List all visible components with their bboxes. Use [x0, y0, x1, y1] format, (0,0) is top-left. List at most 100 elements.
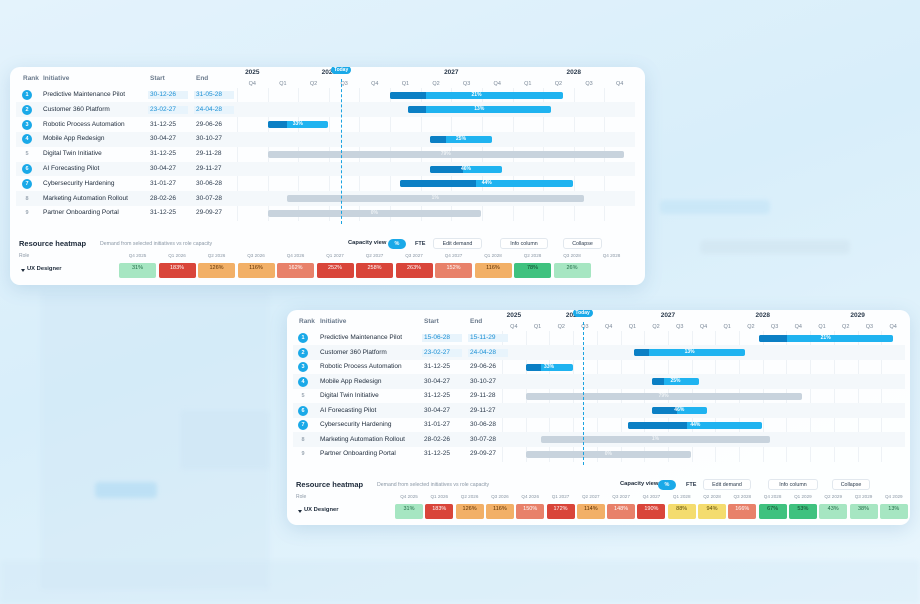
heatmap-cell[interactable]: 183% — [158, 263, 196, 278]
gantt-bar[interactable]: 1% — [540, 436, 771, 443]
quarter-label: Q1 — [818, 324, 826, 330]
start-date[interactable]: 23-02-27 — [422, 348, 462, 357]
rank-badge: 8 — [25, 195, 29, 202]
cell-value: 116% — [249, 265, 263, 271]
heatmap-cell[interactable]: 13% — [879, 504, 908, 519]
rank-badge: 8 — [301, 436, 305, 443]
heatmap-cell[interactable]: 166% — [728, 504, 757, 519]
gantt-bar[interactable]: 46% — [430, 165, 502, 173]
heatmap-cell[interactable]: 116% — [485, 504, 514, 519]
initiative-name: Digital Twin Initiative — [43, 150, 102, 158]
heatmap-cell[interactable]: 126% — [455, 504, 484, 519]
backdrop — [700, 240, 850, 254]
heatmap-cell[interactable]: 150% — [516, 504, 545, 519]
heatmap-quarter: Q2 2027 — [581, 494, 600, 499]
heatmap-title: Resource heatmap — [296, 480, 364, 489]
heatmap-cell[interactable]: 94% — [698, 504, 726, 519]
toolbar-button[interactable]: Collapse — [563, 238, 602, 249]
heatmap-cell[interactable]: 88% — [667, 504, 696, 519]
rank-badge: 2 — [298, 347, 308, 358]
heatmap-cell[interactable]: 258% — [356, 263, 393, 278]
quarter-label: Q3 — [770, 324, 779, 330]
heatmap-quarter: Q1 2026 — [430, 494, 449, 499]
quarter-label: Q1 — [628, 324, 637, 330]
row-band — [293, 374, 905, 389]
gantt-bar[interactable]: 21% — [389, 91, 564, 99]
heatmap-cell[interactable]: 31% — [395, 504, 423, 519]
toggle-fte[interactable]: FTE — [686, 482, 697, 488]
start-date[interactable]: 30-12-26 — [148, 91, 188, 99]
heatmap-cell[interactable]: 148% — [607, 504, 636, 519]
gantt-bar[interactable]: 1% — [286, 195, 584, 203]
toolbar-button[interactable]: Collapse — [832, 479, 870, 490]
gantt-bar[interactable]: 13% — [634, 349, 746, 356]
start-date[interactable]: 23-02-27 — [148, 105, 188, 114]
toolbar-button[interactable]: Edit demand — [433, 238, 482, 249]
heatmap-cell[interactable]: 183% — [425, 504, 454, 519]
gantt-bar[interactable]: 0% — [525, 450, 692, 458]
cell-value: 183% — [169, 265, 185, 271]
rank-badge: 1 — [22, 90, 32, 100]
toggle-fte[interactable]: FTE — [415, 241, 426, 247]
gantt-bar[interactable]: 46% — [651, 407, 707, 414]
gantt-bar[interactable]: 33% — [267, 121, 329, 129]
heatmap-cell[interactable]: 26% — [553, 263, 591, 278]
gantt-bar[interactable]: 79% — [525, 392, 802, 400]
gantt-bar[interactable]: 44% — [628, 421, 763, 429]
bar-progress — [400, 180, 477, 188]
bar-label: 21% — [471, 91, 482, 98]
heatmap-cell[interactable]: 38% — [849, 504, 878, 519]
start-date[interactable]: 15-06-28 — [422, 334, 462, 342]
bar-label: 79% — [658, 392, 669, 399]
quarter-label: Q3 — [676, 324, 684, 330]
gantt-bar[interactable]: 13% — [407, 106, 551, 114]
heatmap-cell[interactable]: 152% — [435, 263, 472, 278]
gantt-bar[interactable]: 0% — [267, 209, 482, 217]
end-date[interactable]: 24-04-28 — [468, 348, 508, 357]
heatmap-cell[interactable]: 190% — [637, 504, 666, 519]
quarter-label: Q4 — [248, 81, 256, 87]
quarter-label: Q1 — [524, 81, 532, 87]
gantt-bar[interactable]: 25% — [430, 135, 492, 143]
end-date: 29-11-27 — [196, 165, 222, 172]
toolbar-button[interactable]: Info column — [500, 238, 548, 249]
bar-progress — [651, 407, 678, 414]
heatmap-cell[interactable]: 43% — [819, 504, 848, 519]
end-date[interactable]: 24-04-28 — [194, 105, 234, 114]
bar-progress — [430, 165, 464, 173]
heatmap-cell[interactable]: 53% — [788, 504, 817, 519]
heatmap-cell[interactable]: 172% — [546, 504, 575, 519]
gantt-bar[interactable]: 21% — [758, 334, 893, 342]
cell-value: 252% — [327, 265, 343, 271]
end-date[interactable]: 15-11-29 — [468, 334, 508, 342]
heatmap-cell[interactable]: 116% — [474, 263, 512, 278]
toggle-percent[interactable]: % — [388, 239, 406, 249]
gantt-bar[interactable]: 33% — [525, 363, 573, 371]
heatmap-cell[interactable]: 252% — [316, 263, 354, 278]
gantt-bar[interactable]: 25% — [651, 378, 700, 385]
heatmap-cell[interactable]: 263% — [395, 263, 433, 278]
gantt-bar[interactable]: 79% — [267, 150, 624, 158]
heatmap-cell[interactable]: 162% — [277, 263, 314, 278]
heatmap-cell[interactable]: 126% — [198, 263, 235, 278]
initiative-name: Marketing Automation Rollout — [320, 435, 405, 443]
heatmap-cell[interactable]: 78% — [514, 263, 551, 278]
toolbar-button[interactable]: Info column — [768, 479, 818, 490]
heatmap-quarter: Q2 2028 — [703, 494, 721, 499]
end-date[interactable]: 31-05-28 — [194, 91, 234, 99]
heatmap-subtitle: Demand from selected initiatives vs role… — [377, 482, 490, 488]
heatmap-cell[interactable]: 116% — [237, 263, 275, 278]
role-name[interactable]: UX Designer — [304, 507, 339, 513]
toolbar-button[interactable]: Edit demand — [703, 479, 751, 490]
heatmap-cell[interactable]: 67% — [758, 504, 787, 519]
heatmap-quarter: Q2 2026 — [207, 253, 226, 258]
rank-badge: 1 — [298, 333, 308, 343]
gantt-bar[interactable]: 44% — [400, 180, 574, 188]
toggle-percent[interactable]: % — [658, 480, 676, 490]
backdrop — [180, 410, 270, 470]
role-name[interactable]: UX Designer — [27, 266, 62, 272]
column-header: Initiative — [43, 75, 70, 82]
heatmap-cell[interactable]: 31% — [119, 263, 156, 278]
quarter-label: Q3 — [865, 324, 874, 330]
heatmap-cell[interactable]: 114% — [576, 504, 605, 519]
